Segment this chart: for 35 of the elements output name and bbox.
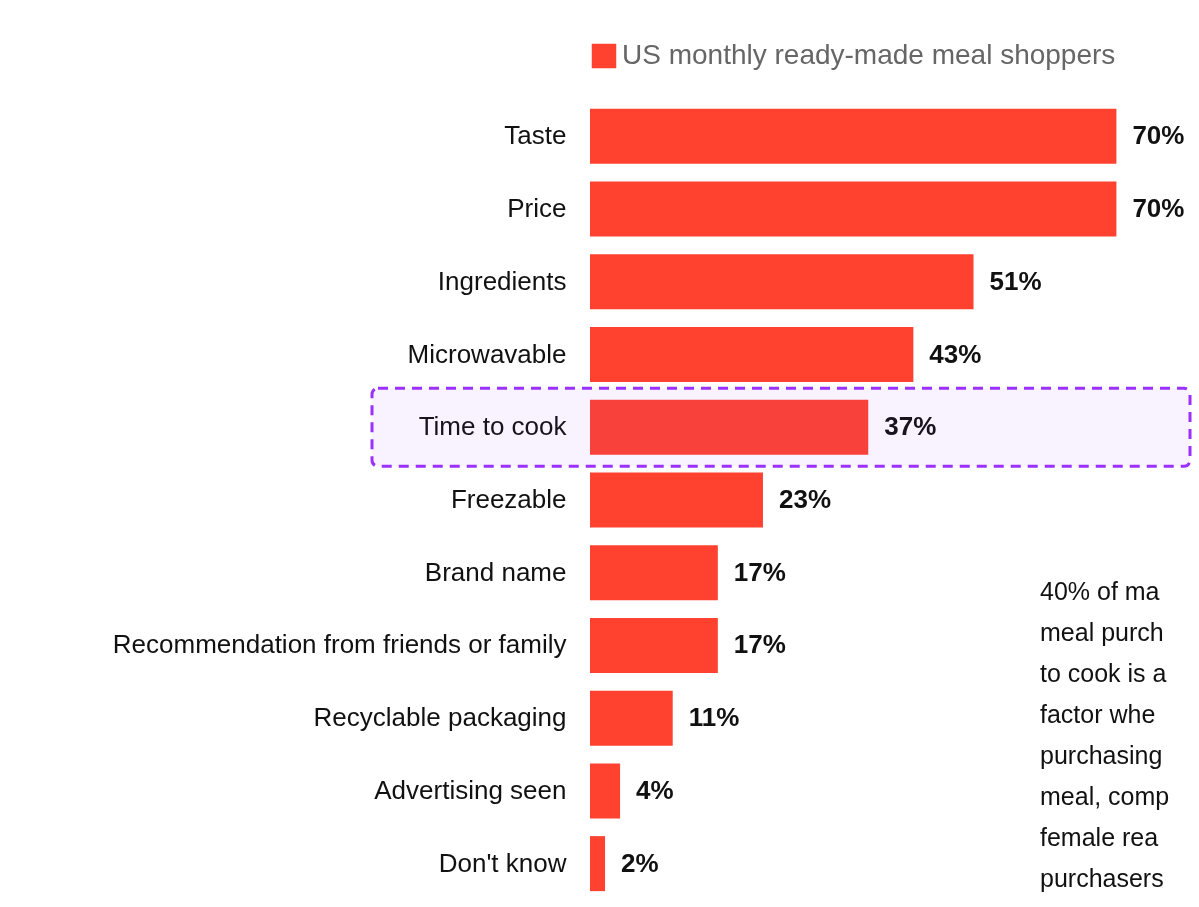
data-label: 11% (688, 702, 740, 733)
data-label: 43% (929, 338, 982, 369)
bar (590, 836, 606, 892)
data-label: 2% (621, 847, 659, 878)
bar (590, 617, 718, 673)
legend-label: US monthly ready-made meal shoppers (622, 39, 1116, 70)
y-tick-label: Microwavable (407, 338, 567, 369)
y-tick-label: Taste (504, 120, 567, 151)
bar (590, 181, 1117, 237)
data-label: 51% (989, 265, 1042, 296)
y-tick-label: Don't know (438, 847, 567, 878)
data-label: 4% (636, 774, 674, 805)
data-label: 37% (884, 411, 937, 442)
bar (590, 327, 914, 383)
bar (590, 254, 974, 310)
bar (590, 545, 718, 601)
y-tick-label: Recommendation from friends or family (112, 629, 567, 660)
y-tick-label: Price (507, 193, 567, 224)
y-tick-label: Brand name (424, 556, 567, 587)
data-label: 70% (1132, 193, 1185, 224)
bar (590, 399, 869, 455)
data-label: 17% (733, 629, 786, 660)
data-label: 17% (733, 556, 786, 587)
y-tick-label: Freezable (450, 484, 567, 514)
data-label: 23% (778, 484, 832, 514)
y-tick-label: Recyclable packaging (313, 702, 567, 733)
y-tick-label: Advertising seen (374, 774, 567, 805)
annotation: 40% of ma meal purch to cook is a factor whe purchasing meal, comp female rea purchasers (1040, 577, 1170, 892)
y-tick-label: Time to cook (418, 411, 568, 442)
data-label: 70% (1132, 120, 1185, 151)
bar (590, 108, 1117, 164)
bar (590, 763, 621, 819)
y-tick-label: Ingredients (437, 265, 567, 296)
bar (590, 472, 763, 528)
bar (590, 690, 673, 746)
